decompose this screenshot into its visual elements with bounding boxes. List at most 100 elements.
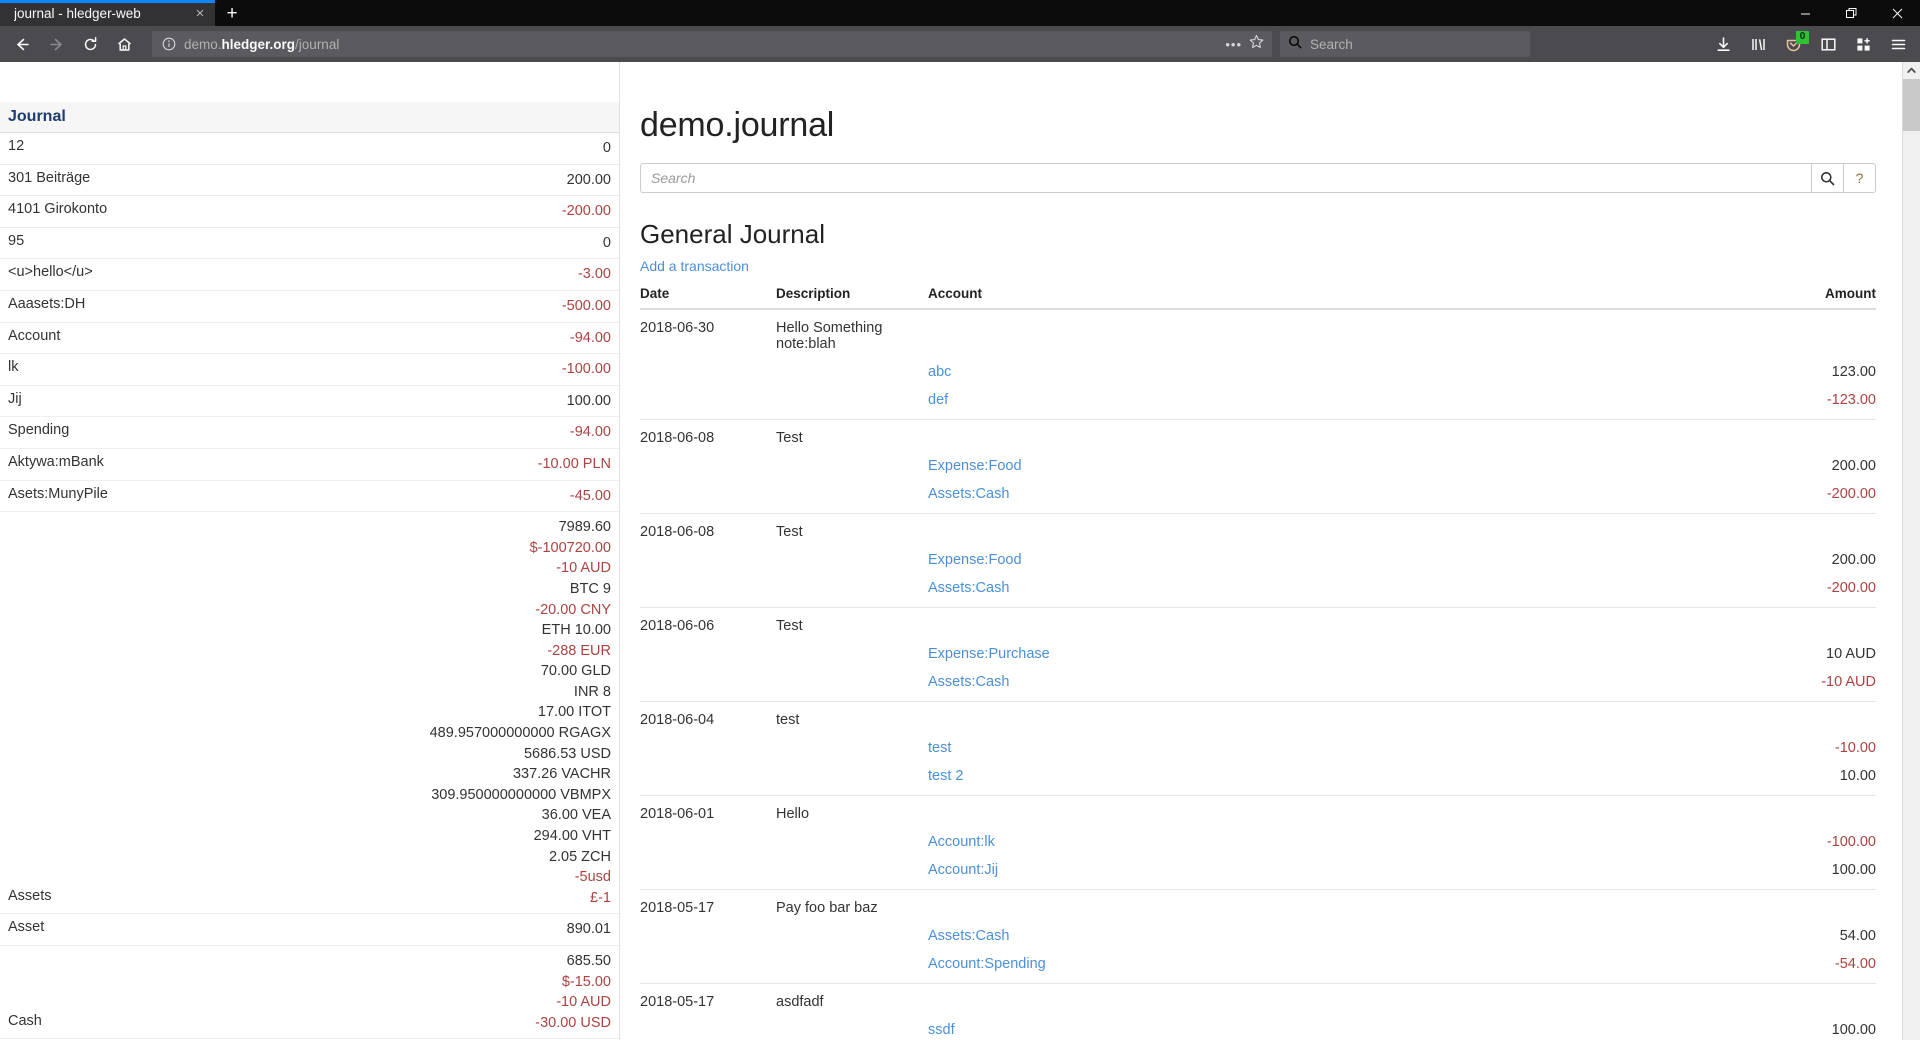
new-tab-button[interactable]: + [226,2,238,24]
posting-row[interactable]: Assets:Cash -200.00 [640,574,1876,608]
reload-icon[interactable] [74,30,106,58]
posting-account: Account:lk [928,828,1582,856]
posting-row[interactable]: Expense:Food 200.00 [640,452,1876,480]
posting-account-link[interactable]: def [928,392,949,408]
sidebar-icon[interactable] [1812,30,1844,58]
posting-row[interactable]: Assets:Cash -10 AUD [640,668,1876,702]
back-arrow-icon[interactable] [6,30,38,58]
account-name: Account [0,322,230,355]
journal-link[interactable]: Journal [8,108,66,125]
restore-icon[interactable] [1828,0,1874,26]
posting-row[interactable]: Account:lk -100.00 [640,828,1876,856]
library-icon[interactable] [1742,30,1774,58]
posting-account-link[interactable]: Account:lk [928,834,995,850]
account-row[interactable]: Asset 890.01 [0,913,619,946]
forward-arrow-icon[interactable] [40,30,72,58]
posting-account-link[interactable]: Assets:Cash [928,486,1010,502]
posting-account-link[interactable]: abc [928,364,952,380]
page-scrollbar[interactable] [1902,62,1920,1040]
account-row[interactable]: 12 0 [0,132,619,165]
posting-account-link[interactable]: test [928,740,952,756]
posting-row[interactable]: abc 123.00 [640,358,1876,386]
scroll-up-arrow-icon[interactable] [1903,62,1920,79]
ellipsis-icon[interactable]: ••• [1225,36,1242,52]
amount-value: -100.00 [561,361,611,378]
transaction-row[interactable]: 2018-05-17 Pay foo bar baz [640,890,1876,923]
browser-search-bar[interactable]: Search [1280,31,1530,57]
minimize-icon[interactable] [1782,0,1828,26]
account-row[interactable]: Aaasets:DH -500.00 [0,290,619,323]
account-amount: 7989.60 $-100720.00 -10 AUD BTC 9 -20.00 CNY… [229,511,619,915]
posting-row[interactable]: Account:Jij 100.00 [640,856,1876,890]
browser-tab[interactable]: journal - hledger-web × [0,0,215,26]
tab-close-icon[interactable]: × [195,4,205,22]
url-bar[interactable]: demo.hledger.org/journal ••• [152,31,1272,57]
posting-account: Assets:Cash [928,574,1582,608]
posting-row[interactable]: def -123.00 [640,386,1876,420]
home-icon[interactable] [108,30,140,58]
posting-row[interactable]: ssdf 100.00 [640,1016,1876,1040]
search-submit-button[interactable] [1812,163,1844,193]
account-row[interactable]: 95 0 [0,227,619,260]
extensions-icon[interactable] [1847,30,1879,58]
posting-account-link[interactable]: Account:Jij [928,862,999,878]
transaction-row[interactable]: 2018-06-01 Hello [640,796,1876,829]
account-row[interactable]: lk -100.00 [0,353,619,386]
posting-account-link[interactable]: Expense:Food [928,552,1022,568]
transaction-row[interactable]: 2018-06-08 Test [640,420,1876,453]
transaction-row[interactable]: 2018-06-06 Test [640,608,1876,641]
posting-row[interactable]: test -10.00 [640,734,1876,762]
account-amount: 685.50 $-15.00 -10 AUD -30.00 USD [229,945,619,1040]
account-row[interactable]: Spending -94.00 [0,416,619,449]
account-name: Assets [0,511,230,915]
amount-value: 309.950000000000 VBMPX [431,786,611,803]
account-row[interactable]: Jij 100.00 [0,385,619,418]
scrollbar-track[interactable] [1903,79,1920,1040]
posting-row[interactable]: Assets:Cash -200.00 [640,480,1876,514]
posting-account: Account:Jij [928,856,1582,890]
account-row[interactable]: Aktywa:mBank -10.00 PLN [0,448,619,481]
transaction-row[interactable]: 2018-06-04 test [640,702,1876,735]
account-balances-table: Journal 12 0 301 Beiträge 200.00 4101 Girokon… [0,102,619,1040]
posting-account-link[interactable]: ssdf [928,1022,955,1038]
posting-account-link[interactable]: Expense:Food [928,458,1022,474]
info-icon[interactable] [160,37,178,51]
posting-account: Assets:Cash [928,480,1582,514]
close-icon[interactable] [1874,0,1920,26]
posting-account-link[interactable]: Assets:Cash [928,928,1010,944]
account-row[interactable]: Cash 685.50 $-15.00 -10 AUD -30.00 USD [0,945,619,1040]
search-input[interactable] [640,163,1812,193]
account-row[interactable]: <u>hello</u> -3.00 [0,258,619,291]
hamburger-menu-icon[interactable] [1882,30,1914,58]
posting-account-link[interactable]: Expense:Purchase [928,646,1050,662]
account-row[interactable]: -117.00 [0,1038,619,1040]
account-row[interactable]: 4101 Girokonto -200.00 [0,195,619,228]
spacer [8,517,221,888]
posting-row[interactable]: Expense:Food 200.00 [640,546,1876,574]
download-icon[interactable] [1707,30,1739,58]
account-amount: 200.00 [229,164,619,197]
pocket-icon[interactable]: 0 [1777,30,1809,58]
search-help-button[interactable]: ? [1844,163,1876,193]
posting-account-link[interactable]: Assets:Cash [928,674,1010,690]
transaction-row[interactable]: 2018-05-17 asdfadf [640,984,1876,1017]
transaction-row[interactable]: 2018-06-08 Test [640,514,1876,547]
account-row[interactable]: Asets:MunyPile -45.00 [0,480,619,513]
transaction-row[interactable]: 2018-06-30 Hello Something note:blah [640,309,1876,358]
amount-value: -200.00 [561,203,611,220]
posting-row[interactable]: Assets:Cash 54.00 [640,922,1876,950]
scrollbar-thumb[interactable] [1903,79,1920,131]
account-row[interactable]: Account -94.00 [0,322,619,355]
account-row[interactable]: Assets 7989.60 $-100720.00 -10 AUD BTC 9 -20.… [0,511,619,915]
posting-row[interactable]: Account:Spending -54.00 [640,950,1876,984]
amount-value: -10.00 PLN [537,455,611,472]
transaction-date: 2018-06-04 [640,712,715,728]
posting-row[interactable]: test 2 10.00 [640,762,1876,796]
posting-account-link[interactable]: test 2 [928,768,964,784]
posting-account-link[interactable]: Account:Spending [928,956,1046,972]
star-icon[interactable] [1249,34,1264,54]
account-row[interactable]: 301 Beiträge 200.00 [0,164,619,197]
add-transaction-link[interactable]: Add a transaction [640,258,749,274]
posting-row[interactable]: Expense:Purchase 10 AUD [640,640,1876,668]
posting-account-link[interactable]: Assets:Cash [928,580,1010,596]
